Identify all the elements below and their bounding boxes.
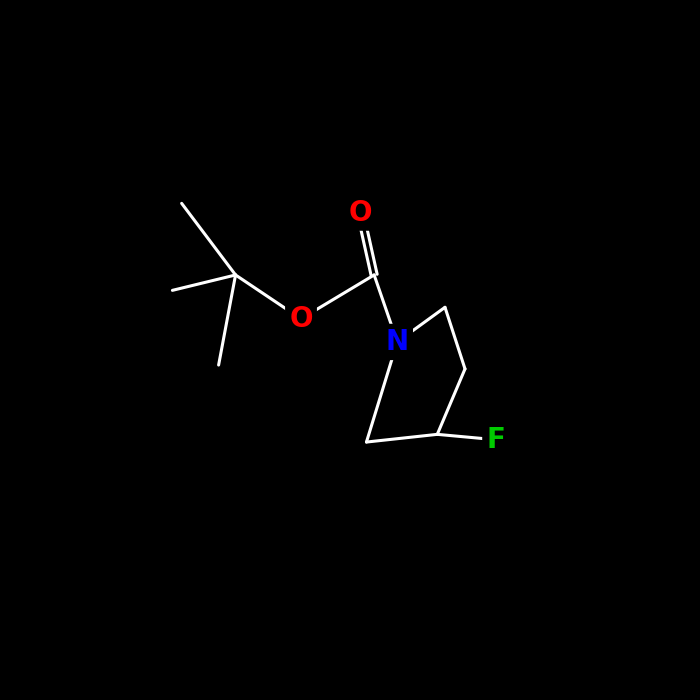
Text: O: O: [289, 305, 313, 332]
Text: N: N: [386, 328, 409, 356]
Text: O: O: [349, 199, 372, 227]
Text: F: F: [486, 426, 505, 454]
